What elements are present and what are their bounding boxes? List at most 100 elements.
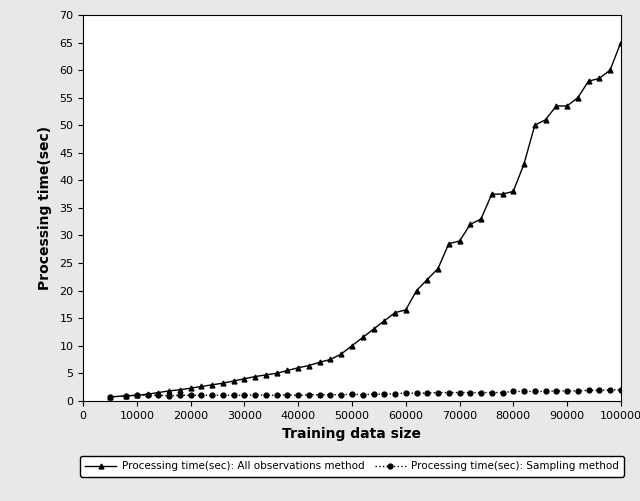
- Processing time(sec): All observations method: (1.4e+04, 1.5): All observations method: (1.4e+04, 1.5): [155, 390, 163, 396]
- Processing time(sec): All observations method: (3e+04, 4): All observations method: (3e+04, 4): [241, 376, 248, 382]
- Processing time(sec): All observations method: (2.6e+04, 3.2): All observations method: (2.6e+04, 3.2): [219, 380, 227, 386]
- Processing time(sec): Sampling method: (8.8e+04, 1.8): Sampling method: (8.8e+04, 1.8): [552, 388, 560, 394]
- Processing time(sec): All observations method: (3.6e+04, 5): All observations method: (3.6e+04, 5): [273, 370, 280, 376]
- Processing time(sec): Sampling method: (3.8e+04, 1.1): Sampling method: (3.8e+04, 1.1): [284, 392, 291, 398]
- Processing time(sec): All observations method: (6.4e+04, 22): All observations method: (6.4e+04, 22): [424, 277, 431, 283]
- Processing time(sec): Sampling method: (3e+04, 1): Sampling method: (3e+04, 1): [241, 392, 248, 398]
- Processing time(sec): All observations method: (5.8e+04, 16): All observations method: (5.8e+04, 16): [391, 310, 399, 316]
- Processing time(sec): All observations method: (8.4e+04, 50): All observations method: (8.4e+04, 50): [531, 122, 539, 128]
- Processing time(sec): All observations method: (4.4e+04, 7): All observations method: (4.4e+04, 7): [316, 359, 324, 365]
- Processing time(sec): All observations method: (1e+05, 65): All observations method: (1e+05, 65): [617, 40, 625, 46]
- Processing time(sec): All observations method: (1.6e+04, 1.8): All observations method: (1.6e+04, 1.8): [165, 388, 173, 394]
- Processing time(sec): Sampling method: (2.2e+04, 1): Sampling method: (2.2e+04, 1): [198, 392, 205, 398]
- Processing time(sec): All observations method: (7e+04, 29): All observations method: (7e+04, 29): [456, 238, 463, 244]
- Processing time(sec): Sampling method: (5.8e+04, 1.3): Sampling method: (5.8e+04, 1.3): [391, 391, 399, 397]
- Y-axis label: Processing time(sec): Processing time(sec): [38, 126, 52, 290]
- Processing time(sec): Sampling method: (7.2e+04, 1.5): Sampling method: (7.2e+04, 1.5): [467, 390, 474, 396]
- Processing time(sec): Sampling method: (2.6e+04, 1): Sampling method: (2.6e+04, 1): [219, 392, 227, 398]
- Processing time(sec): Sampling method: (4e+04, 1): Sampling method: (4e+04, 1): [294, 392, 302, 398]
- Processing time(sec): Sampling method: (1e+04, 1): Sampling method: (1e+04, 1): [133, 392, 141, 398]
- Processing time(sec): Sampling method: (9.6e+04, 1.9): Sampling method: (9.6e+04, 1.9): [595, 387, 603, 393]
- Processing time(sec): All observations method: (3.4e+04, 4.7): All observations method: (3.4e+04, 4.7): [262, 372, 270, 378]
- Processing time(sec): All observations method: (7.4e+04, 33): All observations method: (7.4e+04, 33): [477, 216, 485, 222]
- Processing time(sec): All observations method: (2.8e+04, 3.6): All observations method: (2.8e+04, 3.6): [230, 378, 237, 384]
- Processing time(sec): Sampling method: (2.8e+04, 1): Sampling method: (2.8e+04, 1): [230, 392, 237, 398]
- Processing time(sec): Sampling method: (7.6e+04, 1.5): Sampling method: (7.6e+04, 1.5): [488, 390, 495, 396]
- Processing time(sec): All observations method: (4.8e+04, 8.5): All observations method: (4.8e+04, 8.5): [337, 351, 345, 357]
- Processing time(sec): All observations method: (9.6e+04, 58.5): All observations method: (9.6e+04, 58.5): [595, 76, 603, 82]
- Processing time(sec): All observations method: (4.2e+04, 6.4): All observations method: (4.2e+04, 6.4): [305, 363, 313, 369]
- Processing time(sec): Sampling method: (1.6e+04, 0.9): Sampling method: (1.6e+04, 0.9): [165, 393, 173, 399]
- Processing time(sec): Sampling method: (9e+04, 1.8): Sampling method: (9e+04, 1.8): [563, 388, 571, 394]
- Processing time(sec): Sampling method: (4.6e+04, 1.1): Sampling method: (4.6e+04, 1.1): [326, 392, 334, 398]
- Processing time(sec): All observations method: (2e+04, 2.3): All observations method: (2e+04, 2.3): [187, 385, 195, 391]
- Processing time(sec): Sampling method: (5.6e+04, 1.2): Sampling method: (5.6e+04, 1.2): [380, 391, 388, 397]
- Processing time(sec): All observations method: (8e+04, 38): All observations method: (8e+04, 38): [509, 188, 517, 194]
- Processing time(sec): All observations method: (8.6e+04, 51): All observations method: (8.6e+04, 51): [541, 117, 549, 123]
- Processing time(sec): All observations method: (5.4e+04, 13): All observations method: (5.4e+04, 13): [370, 326, 378, 332]
- Processing time(sec): All observations method: (9.2e+04, 55): All observations method: (9.2e+04, 55): [574, 95, 582, 101]
- Processing time(sec): All observations method: (7.6e+04, 37.5): All observations method: (7.6e+04, 37.5): [488, 191, 495, 197]
- Processing time(sec): Sampling method: (6.6e+04, 1.5): Sampling method: (6.6e+04, 1.5): [434, 390, 442, 396]
- Processing time(sec): All observations method: (2.4e+04, 2.9): All observations method: (2.4e+04, 2.9): [209, 382, 216, 388]
- Processing time(sec): Sampling method: (7e+04, 1.5): Sampling method: (7e+04, 1.5): [456, 390, 463, 396]
- Processing time(sec): All observations method: (6e+04, 16.5): All observations method: (6e+04, 16.5): [402, 307, 410, 313]
- Processing time(sec): Sampling method: (7.4e+04, 1.5): Sampling method: (7.4e+04, 1.5): [477, 390, 485, 396]
- Processing time(sec): Sampling method: (8e+04, 1.7): Sampling method: (8e+04, 1.7): [509, 388, 517, 394]
- Processing time(sec): Sampling method: (2.4e+04, 1): Sampling method: (2.4e+04, 1): [209, 392, 216, 398]
- Processing time(sec): Sampling method: (8.4e+04, 1.7): Sampling method: (8.4e+04, 1.7): [531, 388, 539, 394]
- Processing time(sec): Sampling method: (1.2e+04, 1): Sampling method: (1.2e+04, 1): [144, 392, 152, 398]
- Processing time(sec): All observations method: (9e+04, 53.5): All observations method: (9e+04, 53.5): [563, 103, 571, 109]
- Processing time(sec): All observations method: (1e+04, 1): All observations method: (1e+04, 1): [133, 392, 141, 398]
- Processing time(sec): Sampling method: (7.8e+04, 1.5): Sampling method: (7.8e+04, 1.5): [499, 390, 506, 396]
- Processing time(sec): Sampling method: (9.8e+04, 2): Sampling method: (9.8e+04, 2): [606, 387, 614, 393]
- Processing time(sec): All observations method: (5e+04, 10): All observations method: (5e+04, 10): [348, 343, 356, 349]
- Processing time(sec): Sampling method: (1e+05, 2): Sampling method: (1e+05, 2): [617, 387, 625, 393]
- Processing time(sec): Sampling method: (1.4e+04, 1): Sampling method: (1.4e+04, 1): [155, 392, 163, 398]
- Processing time(sec): All observations method: (6.2e+04, 20): All observations method: (6.2e+04, 20): [413, 288, 420, 294]
- Processing time(sec): Sampling method: (6.4e+04, 1.4): Sampling method: (6.4e+04, 1.4): [424, 390, 431, 396]
- Processing time(sec): Sampling method: (9.2e+04, 1.8): Sampling method: (9.2e+04, 1.8): [574, 388, 582, 394]
- Processing time(sec): All observations method: (5e+03, 0.7): All observations method: (5e+03, 0.7): [106, 394, 114, 400]
- Line: Processing time(sec): All observations method: Processing time(sec): All observations m…: [108, 40, 623, 399]
- Processing time(sec): All observations method: (7.2e+04, 32): All observations method: (7.2e+04, 32): [467, 221, 474, 227]
- Processing time(sec): Sampling method: (3.2e+04, 1.1): Sampling method: (3.2e+04, 1.1): [252, 392, 259, 398]
- Processing time(sec): Sampling method: (4.4e+04, 1.1): Sampling method: (4.4e+04, 1.1): [316, 392, 324, 398]
- Line: Processing time(sec): Sampling method: Processing time(sec): Sampling method: [108, 387, 623, 399]
- Processing time(sec): Sampling method: (5e+04, 1.2): Sampling method: (5e+04, 1.2): [348, 391, 356, 397]
- Processing time(sec): All observations method: (6.6e+04, 24): All observations method: (6.6e+04, 24): [434, 266, 442, 272]
- Processing time(sec): All observations method: (8.8e+04, 53.5): All observations method: (8.8e+04, 53.5): [552, 103, 560, 109]
- Processing time(sec): Sampling method: (1.8e+04, 1): Sampling method: (1.8e+04, 1): [176, 392, 184, 398]
- Processing time(sec): Sampling method: (5.4e+04, 1.2): Sampling method: (5.4e+04, 1.2): [370, 391, 378, 397]
- Processing time(sec): All observations method: (7.8e+04, 37.5): All observations method: (7.8e+04, 37.5): [499, 191, 506, 197]
- Processing time(sec): All observations method: (4.6e+04, 7.5): All observations method: (4.6e+04, 7.5): [326, 357, 334, 363]
- Processing time(sec): Sampling method: (5e+03, 0.7): Sampling method: (5e+03, 0.7): [106, 394, 114, 400]
- Processing time(sec): Sampling method: (5.2e+04, 1.1): Sampling method: (5.2e+04, 1.1): [359, 392, 367, 398]
- Processing time(sec): Sampling method: (9.4e+04, 1.9): Sampling method: (9.4e+04, 1.9): [585, 387, 593, 393]
- Processing time(sec): Sampling method: (8.6e+04, 1.7): Sampling method: (8.6e+04, 1.7): [541, 388, 549, 394]
- Processing time(sec): All observations method: (4e+04, 6): All observations method: (4e+04, 6): [294, 365, 302, 371]
- Processing time(sec): All observations method: (1.2e+04, 1.2): All observations method: (1.2e+04, 1.2): [144, 391, 152, 397]
- Processing time(sec): Sampling method: (6e+04, 1.4): Sampling method: (6e+04, 1.4): [402, 390, 410, 396]
- Processing time(sec): Sampling method: (4.8e+04, 1.1): Sampling method: (4.8e+04, 1.1): [337, 392, 345, 398]
- Processing time(sec): All observations method: (3.2e+04, 4.4): All observations method: (3.2e+04, 4.4): [252, 374, 259, 380]
- Processing time(sec): Sampling method: (8e+03, 0.9): Sampling method: (8e+03, 0.9): [122, 393, 130, 399]
- Processing time(sec): Sampling method: (6.8e+04, 1.5): Sampling method: (6.8e+04, 1.5): [445, 390, 452, 396]
- Legend: Processing time(sec): All observations method, Processing time(sec): Sampling me: Processing time(sec): All observations m…: [80, 456, 624, 476]
- Processing time(sec): All observations method: (3.8e+04, 5.5): All observations method: (3.8e+04, 5.5): [284, 368, 291, 374]
- Processing time(sec): Sampling method: (4.2e+04, 1.1): Sampling method: (4.2e+04, 1.1): [305, 392, 313, 398]
- Processing time(sec): Sampling method: (2e+04, 1): Sampling method: (2e+04, 1): [187, 392, 195, 398]
- Processing time(sec): Sampling method: (6.2e+04, 1.4): Sampling method: (6.2e+04, 1.4): [413, 390, 420, 396]
- Processing time(sec): All observations method: (9.8e+04, 60): All observations method: (9.8e+04, 60): [606, 67, 614, 73]
- Processing time(sec): All observations method: (8e+03, 0.9): All observations method: (8e+03, 0.9): [122, 393, 130, 399]
- Processing time(sec): Sampling method: (3.6e+04, 1): Sampling method: (3.6e+04, 1): [273, 392, 280, 398]
- Processing time(sec): All observations method: (8.2e+04, 43): All observations method: (8.2e+04, 43): [520, 161, 528, 167]
- Processing time(sec): Sampling method: (3.4e+04, 1): Sampling method: (3.4e+04, 1): [262, 392, 270, 398]
- Processing time(sec): Sampling method: (8.2e+04, 1.7): Sampling method: (8.2e+04, 1.7): [520, 388, 528, 394]
- Processing time(sec): All observations method: (2.2e+04, 2.6): All observations method: (2.2e+04, 2.6): [198, 383, 205, 389]
- Processing time(sec): All observations method: (6.8e+04, 28.5): All observations method: (6.8e+04, 28.5): [445, 241, 452, 247]
- Processing time(sec): All observations method: (1.8e+04, 2): All observations method: (1.8e+04, 2): [176, 387, 184, 393]
- Processing time(sec): All observations method: (5.6e+04, 14.5): All observations method: (5.6e+04, 14.5): [380, 318, 388, 324]
- Processing time(sec): All observations method: (5.2e+04, 11.5): All observations method: (5.2e+04, 11.5): [359, 335, 367, 341]
- Processing time(sec): All observations method: (9.4e+04, 58): All observations method: (9.4e+04, 58): [585, 78, 593, 84]
